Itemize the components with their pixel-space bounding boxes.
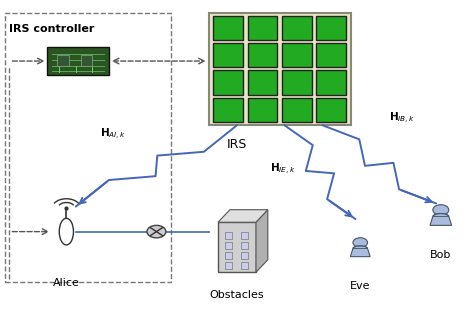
FancyBboxPatch shape <box>282 16 311 40</box>
FancyBboxPatch shape <box>282 70 311 95</box>
FancyBboxPatch shape <box>241 232 248 239</box>
FancyBboxPatch shape <box>247 16 277 40</box>
FancyBboxPatch shape <box>241 252 248 259</box>
Circle shape <box>433 205 449 215</box>
FancyBboxPatch shape <box>225 232 232 239</box>
FancyBboxPatch shape <box>213 43 243 67</box>
Polygon shape <box>353 246 367 249</box>
Text: Eve: Eve <box>350 281 371 291</box>
FancyBboxPatch shape <box>209 13 351 125</box>
Ellipse shape <box>59 218 73 245</box>
FancyBboxPatch shape <box>213 98 243 122</box>
FancyBboxPatch shape <box>316 16 346 40</box>
FancyBboxPatch shape <box>225 262 232 269</box>
Polygon shape <box>218 210 268 222</box>
Polygon shape <box>256 210 268 272</box>
FancyBboxPatch shape <box>316 98 346 122</box>
Text: IRS controller: IRS controller <box>9 24 95 34</box>
Polygon shape <box>350 249 370 257</box>
Bar <box>81 55 92 66</box>
FancyBboxPatch shape <box>218 222 256 272</box>
Circle shape <box>147 225 166 238</box>
FancyBboxPatch shape <box>47 47 109 75</box>
FancyBboxPatch shape <box>241 242 248 249</box>
Bar <box>57 55 69 66</box>
FancyBboxPatch shape <box>247 43 277 67</box>
Polygon shape <box>430 216 452 225</box>
Circle shape <box>353 238 367 247</box>
Polygon shape <box>433 214 449 216</box>
FancyBboxPatch shape <box>316 70 346 95</box>
FancyBboxPatch shape <box>225 252 232 259</box>
FancyBboxPatch shape <box>213 70 243 95</box>
Text: Alice: Alice <box>53 278 80 288</box>
Text: $\mathbf{H}_{IB,k}$: $\mathbf{H}_{IB,k}$ <box>389 111 415 126</box>
FancyBboxPatch shape <box>225 242 232 249</box>
FancyBboxPatch shape <box>316 43 346 67</box>
Text: $\mathbf{H}_{AI,k}$: $\mathbf{H}_{AI,k}$ <box>100 127 126 142</box>
FancyBboxPatch shape <box>247 70 277 95</box>
FancyBboxPatch shape <box>282 43 311 67</box>
FancyBboxPatch shape <box>282 98 311 122</box>
FancyBboxPatch shape <box>241 262 248 269</box>
Text: Obstacles: Obstacles <box>210 290 264 300</box>
FancyBboxPatch shape <box>247 98 277 122</box>
Text: Bob: Bob <box>430 250 452 260</box>
Text: $\mathbf{H}_{IE,k}$: $\mathbf{H}_{IE,k}$ <box>270 162 296 177</box>
FancyBboxPatch shape <box>213 16 243 40</box>
Text: IRS: IRS <box>227 138 247 151</box>
